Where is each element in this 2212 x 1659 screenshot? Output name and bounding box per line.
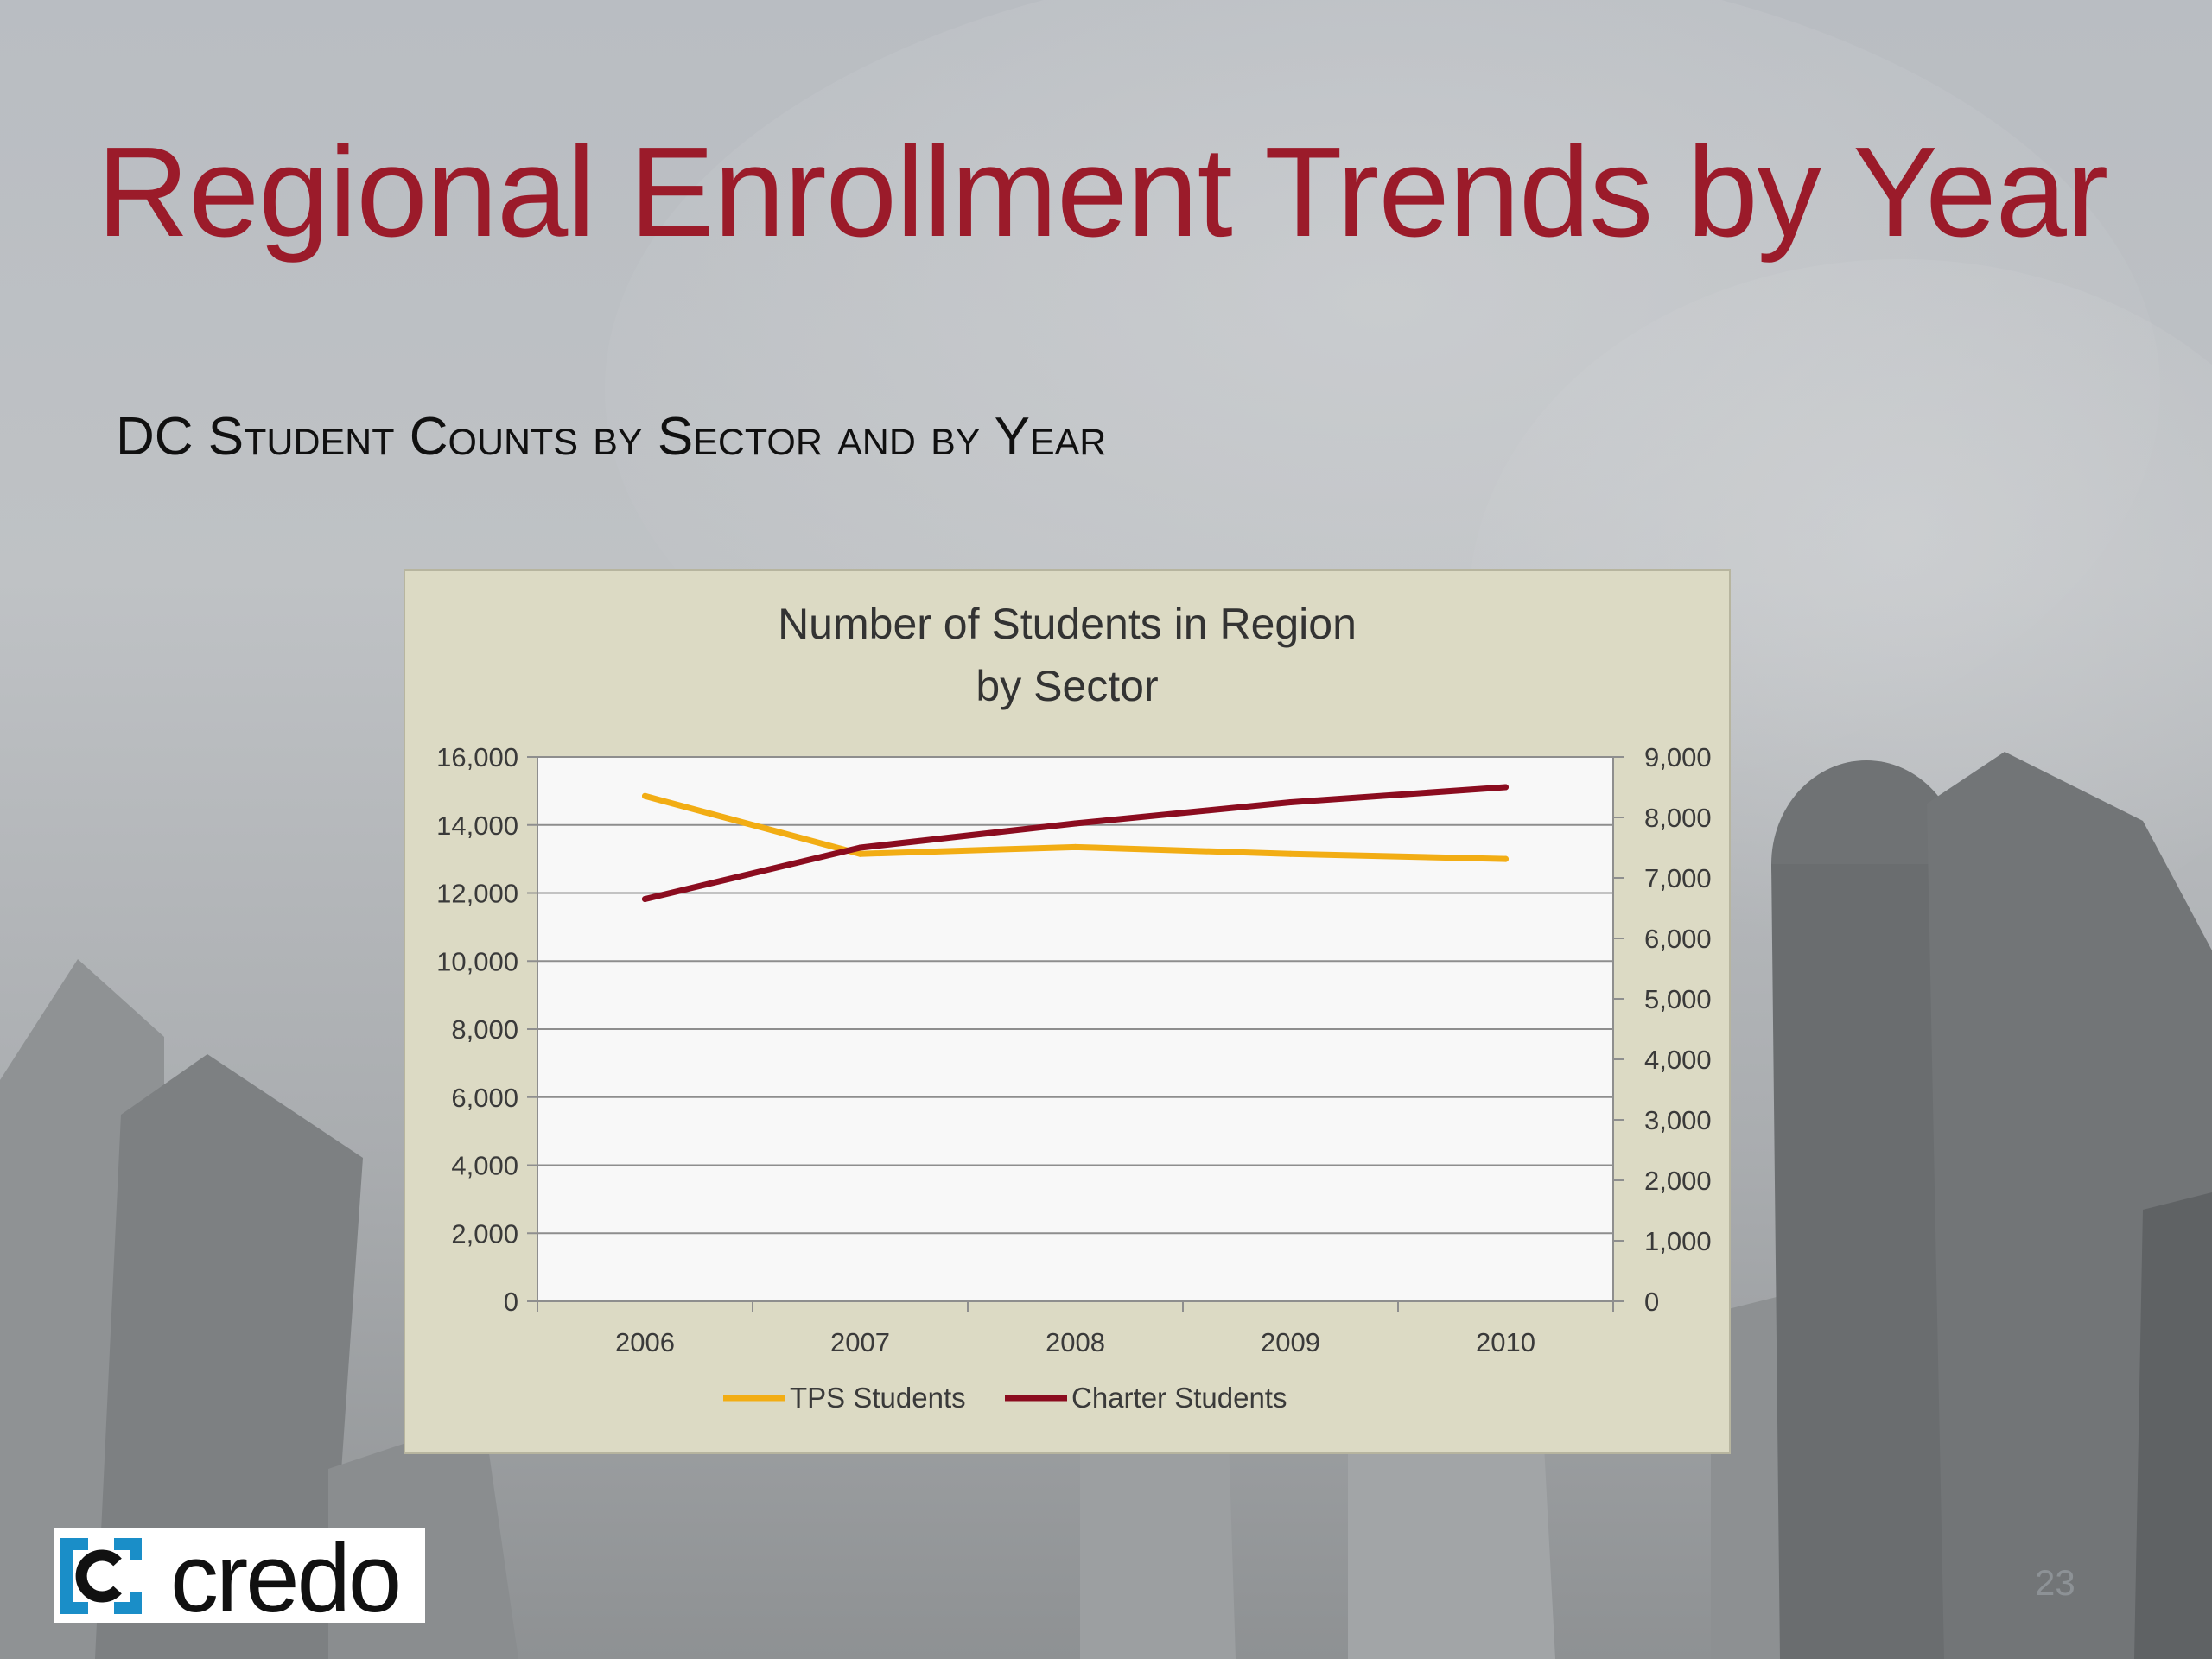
y-left-tick-label: 6,000 — [451, 1083, 518, 1113]
y-right-tick-label: 5,000 — [1644, 984, 1712, 1014]
data-point-charter-students — [1503, 784, 1509, 791]
y-left-tick-label: 12,000 — [436, 879, 518, 909]
credo-logo: credo — [54, 1524, 425, 1632]
data-point-tps-students — [642, 792, 648, 799]
credo-logo-mark-icon — [60, 1538, 142, 1614]
x-tick-label: 2006 — [615, 1327, 675, 1357]
y-right-tick-label: 7,000 — [1644, 863, 1712, 893]
y-right-tick-label: 6,000 — [1644, 924, 1712, 954]
y-left-tick-label: 16,000 — [436, 742, 518, 772]
y-left-tick-label: 4,000 — [451, 1151, 518, 1181]
slide-title: Regional Enrollment Trends by Year — [97, 121, 2108, 264]
y-right-tick-label: 3,000 — [1644, 1105, 1712, 1135]
data-point-charter-students — [1287, 799, 1294, 805]
data-point-tps-students — [1072, 843, 1078, 850]
y-right-tick-label: 1,000 — [1644, 1226, 1712, 1256]
y-left-tick-label: 8,000 — [451, 1014, 518, 1045]
legend-label-tps-students: TPS Students — [790, 1382, 966, 1414]
y-left-tick-label: 14,000 — [436, 810, 518, 841]
y-left-tick-label: 0 — [504, 1287, 518, 1317]
data-point-tps-students — [857, 850, 863, 857]
y-left-tick-label: 2,000 — [451, 1218, 518, 1249]
chart-title-line-1: Number of Students in Region — [778, 600, 1357, 648]
data-point-charter-students — [642, 896, 648, 902]
slide-subtitle: DC Student Counts by Sector and by Year — [116, 407, 1107, 467]
x-tick-label: 2008 — [1046, 1327, 1105, 1357]
data-point-tps-students — [1503, 855, 1509, 862]
data-point-charter-students — [857, 844, 863, 851]
legend-label-charter-students: Charter Students — [1071, 1382, 1287, 1414]
x-tick-label: 2007 — [830, 1327, 890, 1357]
data-point-charter-students — [1072, 820, 1078, 827]
y-right-tick-label: 8,000 — [1644, 803, 1712, 833]
enrollment-line-chart: Number of Students in Region by Sector 0… — [404, 569, 1731, 1454]
x-tick-label: 2009 — [1261, 1327, 1320, 1357]
y-right-tick-label: 2,000 — [1644, 1166, 1712, 1196]
credo-logo-text: credo — [170, 1524, 402, 1632]
data-point-tps-students — [1287, 850, 1294, 857]
chart-title-line-2: by Sector — [976, 662, 1158, 710]
y-right-tick-label: 9,000 — [1644, 742, 1712, 772]
x-tick-label: 2010 — [1476, 1327, 1535, 1357]
y-right-tick-label: 0 — [1644, 1287, 1659, 1317]
y-right-tick-label: 4,000 — [1644, 1045, 1712, 1075]
y-left-tick-label: 10,000 — [436, 946, 518, 976]
page-number: 23 — [2035, 1562, 2075, 1603]
